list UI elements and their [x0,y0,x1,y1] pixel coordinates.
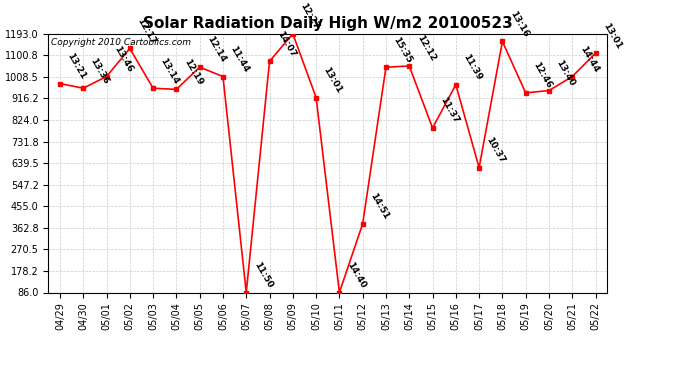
Text: 11:39: 11:39 [462,53,484,82]
Text: 10:37: 10:37 [484,136,506,165]
Text: 13:36: 13:36 [89,56,111,86]
Text: 12:12: 12:12 [415,34,437,63]
Text: 13:01: 13:01 [601,21,623,50]
Text: 13:46: 13:46 [112,44,135,74]
Title: Solar Radiation Daily High W/m2 20100523: Solar Radiation Daily High W/m2 20100523 [143,16,513,31]
Text: 13:16: 13:16 [508,9,530,39]
Text: 11:44: 11:44 [228,44,250,74]
Text: 14:07: 14:07 [275,29,297,58]
Text: Copyright 2010 Cartoblics.com: Copyright 2010 Cartoblics.com [51,38,191,46]
Text: 12:27: 12:27 [298,2,321,31]
Text: 14:51: 14:51 [368,192,391,221]
Text: 12:14: 12:14 [205,35,228,64]
Text: 12:19: 12:19 [182,57,204,87]
Text: 12:17: 12:17 [135,16,157,46]
Text: 12:46: 12:46 [531,61,553,90]
Text: 15:35: 15:35 [391,35,413,64]
Text: 14:44: 14:44 [578,44,600,74]
Text: 13:40: 13:40 [555,58,577,88]
Text: 13:21: 13:21 [66,51,88,81]
Text: 11:50: 11:50 [252,261,274,290]
Text: 14:40: 14:40 [345,260,367,290]
Text: 13:14: 13:14 [159,56,181,86]
Text: 11:37: 11:37 [438,96,460,125]
Text: 13:01: 13:01 [322,66,344,95]
